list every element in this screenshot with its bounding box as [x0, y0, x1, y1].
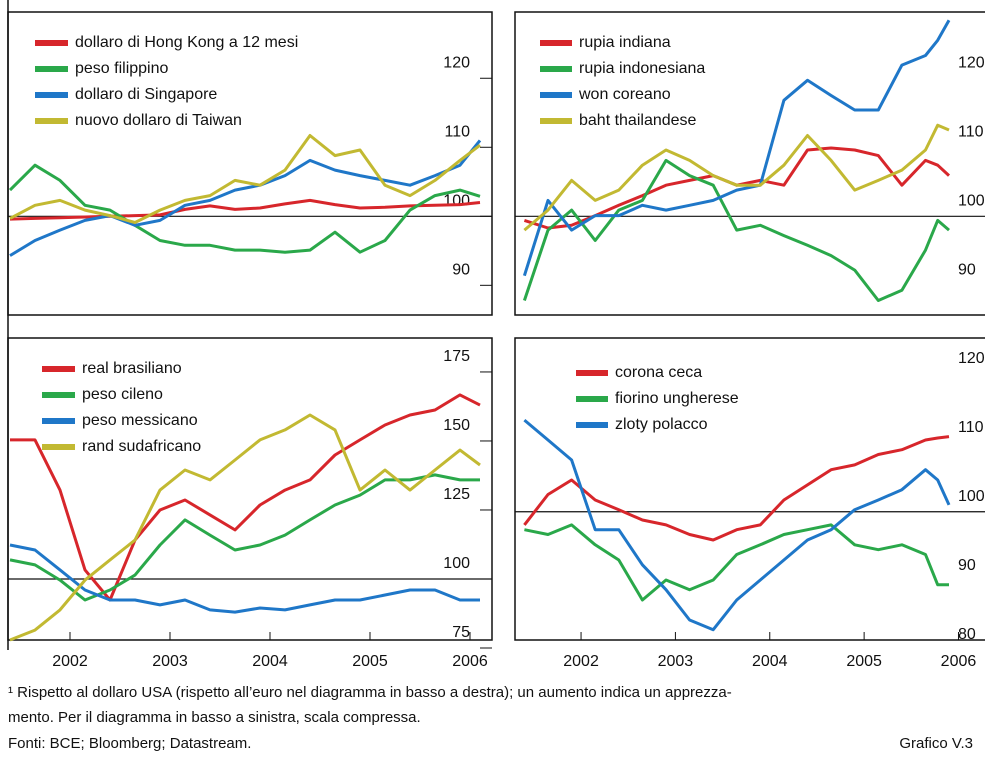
series-line — [9, 139, 482, 257]
y-tick-label: 100 — [443, 555, 470, 572]
y-tick-label: 120 — [443, 54, 470, 71]
y-tick-label: 90 — [958, 557, 976, 574]
x-tick-label: 2004 — [752, 653, 788, 670]
legend-label: rand sudafricano — [82, 438, 201, 455]
series-line — [523, 123, 950, 232]
y-tick-label: 125 — [443, 486, 470, 503]
series-line — [8, 163, 481, 254]
x-tick-label: 2006 — [941, 653, 977, 670]
series-line — [523, 418, 951, 632]
series-line — [522, 158, 950, 302]
legend-label: baht thailandese — [579, 112, 697, 129]
source: Fonti: BCE; Bloomberg; Datastream. — [8, 735, 252, 752]
y-tick-label: 120 — [958, 350, 985, 367]
series-line — [9, 198, 481, 221]
y-tick-label: 100 — [958, 488, 985, 505]
legend-label: nuovo dollaro di Taiwan — [75, 112, 242, 129]
series-line — [523, 146, 951, 230]
series-line — [9, 473, 480, 602]
legend-label: zloty polacco — [615, 416, 708, 433]
legend-label: dollaro di Hong Kong a 12 mesi — [75, 34, 298, 51]
legend-label: peso messicano — [82, 412, 198, 429]
series-line — [524, 523, 949, 602]
legend-label: fiorino ungherese — [615, 390, 739, 407]
legend-label: dollaro di Singapore — [75, 86, 217, 103]
series-line — [9, 413, 481, 642]
y-tick-label: 120 — [958, 54, 985, 71]
y-tick-label: 110 — [958, 419, 984, 436]
y-tick-label: 80 — [958, 626, 976, 643]
y-tick-label: 150 — [443, 417, 470, 434]
plot-frame — [7, 11, 493, 316]
plot-frame — [514, 337, 985, 641]
series-line — [9, 134, 481, 224]
legend-label: rupia indiana — [579, 34, 671, 51]
x-tick-label: 2004 — [252, 653, 288, 670]
x-tick-label: 2002 — [52, 653, 88, 670]
x-tick-label: 2005 — [352, 653, 388, 670]
plot-frame — [7, 337, 493, 641]
y-tick-label: 100 — [443, 193, 470, 210]
x-tick-label: 2003 — [658, 653, 694, 670]
legend-label: won coreano — [578, 86, 671, 103]
x-tick-label: 2005 — [846, 653, 882, 670]
series-line — [9, 543, 480, 614]
plot-frame — [514, 11, 985, 316]
x-tick-label: 2003 — [152, 653, 188, 670]
legend-label: corona ceca — [615, 364, 702, 381]
legend-label: peso filippino — [75, 60, 169, 77]
legend-label: real brasiliano — [82, 360, 182, 377]
series-line — [523, 435, 950, 542]
y-tick-label: 110 — [958, 123, 984, 140]
footnote: ¹ Rispetto al dollaro USA (rispetto all’… — [8, 684, 732, 701]
y-tick-label: 110 — [444, 123, 470, 140]
y-tick-label: 90 — [958, 262, 976, 279]
y-tick-label: 100 — [958, 193, 985, 210]
legend-label: peso cileno — [82, 386, 163, 403]
series-line — [10, 393, 481, 602]
legend-label: rupia indonesiana — [579, 60, 705, 77]
y-tick-label: 175 — [443, 348, 470, 365]
y-tick-label: 90 — [452, 262, 470, 279]
y-tick-label: 75 — [452, 624, 470, 641]
figure-label: Grafico V.3 — [899, 735, 973, 752]
series-line — [522, 19, 951, 277]
footnote: mento. Per il diagramma in basso a sinis… — [8, 709, 421, 726]
x-tick-label: 2006 — [452, 653, 488, 670]
x-tick-label: 2002 — [563, 653, 599, 670]
